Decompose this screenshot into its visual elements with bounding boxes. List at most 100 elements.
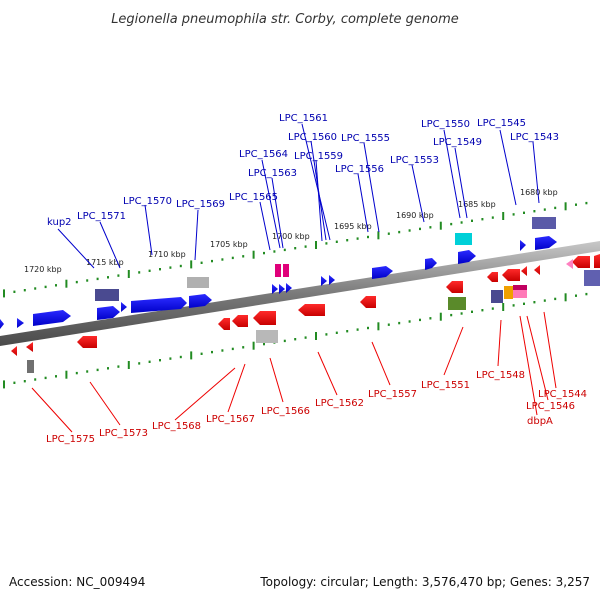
- gene-label[interactable]: LPC_1566: [261, 406, 310, 417]
- minor-tick: [55, 375, 57, 378]
- minor-tick: [471, 219, 473, 222]
- gene-label[interactable]: LPC_1570: [123, 196, 172, 207]
- scale-label-1705: 1705 kbp: [210, 240, 248, 249]
- gene-label[interactable]: LPC_1565: [229, 192, 278, 203]
- gene-label[interactable]: LPC_1548: [476, 370, 525, 381]
- gene-arrow: [232, 315, 248, 327]
- gene-arrow: [189, 294, 212, 308]
- gene-arrow: [360, 296, 376, 308]
- minor-tick: [159, 268, 161, 271]
- major-tick: [3, 289, 5, 298]
- minor-tick: [335, 240, 338, 243]
- gene-label[interactable]: LPC_1546: [526, 401, 575, 412]
- gene-label[interactable]: LPC_1549: [433, 137, 482, 148]
- gene-label[interactable]: kup2: [47, 217, 72, 228]
- gene-arrow: [272, 284, 278, 294]
- genome-title: Legionella pneumophila str. Corby, compl…: [111, 12, 459, 27]
- gene-label[interactable]: LPC_1575: [46, 434, 95, 445]
- minor-tick: [107, 367, 109, 370]
- major-tick: [564, 202, 567, 211]
- gene-arrow: [321, 276, 327, 286]
- minor-tick: [471, 310, 473, 313]
- minor-tick: [179, 264, 182, 268]
- major-tick: [252, 341, 255, 350]
- gene-label[interactable]: LPC_1544: [538, 389, 587, 400]
- minor-tick: [294, 247, 297, 250]
- minor-tick: [387, 232, 390, 235]
- gene-label[interactable]: LPC_1543: [510, 132, 559, 143]
- minor-tick: [450, 313, 453, 317]
- scale-labels: 1720 kbp 1715 kbp 1710 kbp 1705 kbp 1700…: [24, 188, 558, 274]
- rna-feature: [532, 217, 556, 229]
- gene-arrow: [77, 336, 97, 348]
- gene-label[interactable]: LPC_1556: [335, 164, 384, 175]
- gene-label[interactable]: LPC_1550: [421, 119, 470, 130]
- minor-tick: [419, 227, 421, 231]
- minor-tick: [512, 213, 515, 216]
- gene-arrow: [502, 269, 520, 281]
- gene-label[interactable]: LPC_1569: [176, 199, 225, 210]
- minor-tick: [200, 352, 203, 355]
- gene-label[interactable]: LPC_1571: [77, 211, 126, 222]
- gene-arrow: [487, 272, 498, 282]
- minor-tick: [398, 230, 401, 234]
- major-tick: [65, 279, 68, 288]
- gene-arrow: [534, 265, 540, 275]
- gene-label[interactable]: dbpA: [527, 416, 553, 427]
- gene-arrow: [121, 302, 127, 312]
- gene-label[interactable]: LPC_1563: [248, 168, 297, 179]
- gene-label[interactable]: LPC_1564: [239, 149, 288, 160]
- gene-arrow: [458, 250, 476, 264]
- minor-tick: [408, 229, 411, 232]
- rna-feature: [513, 285, 527, 290]
- minor-tick: [304, 245, 307, 248]
- gene-label[interactable]: LPC_1561: [279, 113, 328, 124]
- minor-tick: [512, 304, 515, 307]
- major-tick: [315, 241, 317, 249]
- gene-label[interactable]: LPC_1553: [390, 155, 439, 166]
- minor-tick: [96, 368, 99, 372]
- major-tick: [315, 332, 317, 340]
- scale-label-1680: 1680 kbp: [520, 188, 558, 197]
- minor-tick: [294, 338, 297, 341]
- minor-tick: [408, 320, 411, 323]
- tick-track: [3, 201, 588, 389]
- minor-tick: [96, 277, 99, 281]
- minor-tick: [179, 355, 182, 359]
- rna-feature: [513, 290, 527, 298]
- gene-arrow: [372, 266, 393, 279]
- top-callouts: [57, 123, 540, 269]
- minor-tick: [346, 239, 349, 242]
- minor-tick: [75, 371, 78, 375]
- minor-tick: [523, 211, 525, 214]
- gene-label[interactable]: LPC_1551: [421, 380, 470, 391]
- minor-tick: [481, 309, 484, 312]
- minor-tick: [211, 350, 213, 354]
- gene-label[interactable]: LPC_1562: [315, 398, 364, 409]
- gene-label[interactable]: LPC_1573: [99, 428, 148, 439]
- minor-tick: [491, 307, 494, 310]
- gene-label[interactable]: LPC_1559: [294, 151, 343, 162]
- gene-label[interactable]: LPC_1555: [341, 133, 390, 144]
- forward-gene-labels: kup2 LPC_1571 LPC_1570 LPC_1569 LPC_1565…: [47, 113, 559, 228]
- gene-label[interactable]: LPC_1545: [477, 118, 526, 129]
- gene-arrow: [11, 346, 17, 356]
- minor-tick: [44, 285, 47, 289]
- minor-tick: [398, 321, 401, 325]
- bottom-callouts: [31, 311, 557, 433]
- minor-tick: [107, 276, 109, 279]
- gene-label[interactable]: LPC_1560: [288, 132, 337, 143]
- minor-tick: [263, 251, 265, 255]
- minor-tick: [460, 221, 463, 224]
- rna-feature: [256, 330, 278, 343]
- gene-label[interactable]: LPC_1568: [152, 421, 201, 432]
- gene-arrow: [298, 304, 325, 316]
- minor-tick: [75, 280, 78, 284]
- gene-label[interactable]: LPC_1567: [206, 414, 255, 425]
- minor-tick: [13, 381, 16, 384]
- minor-tick: [491, 216, 494, 219]
- gene-arrow: [572, 256, 590, 268]
- gene-label[interactable]: LPC_1557: [368, 389, 417, 400]
- rna-feature: [455, 233, 472, 245]
